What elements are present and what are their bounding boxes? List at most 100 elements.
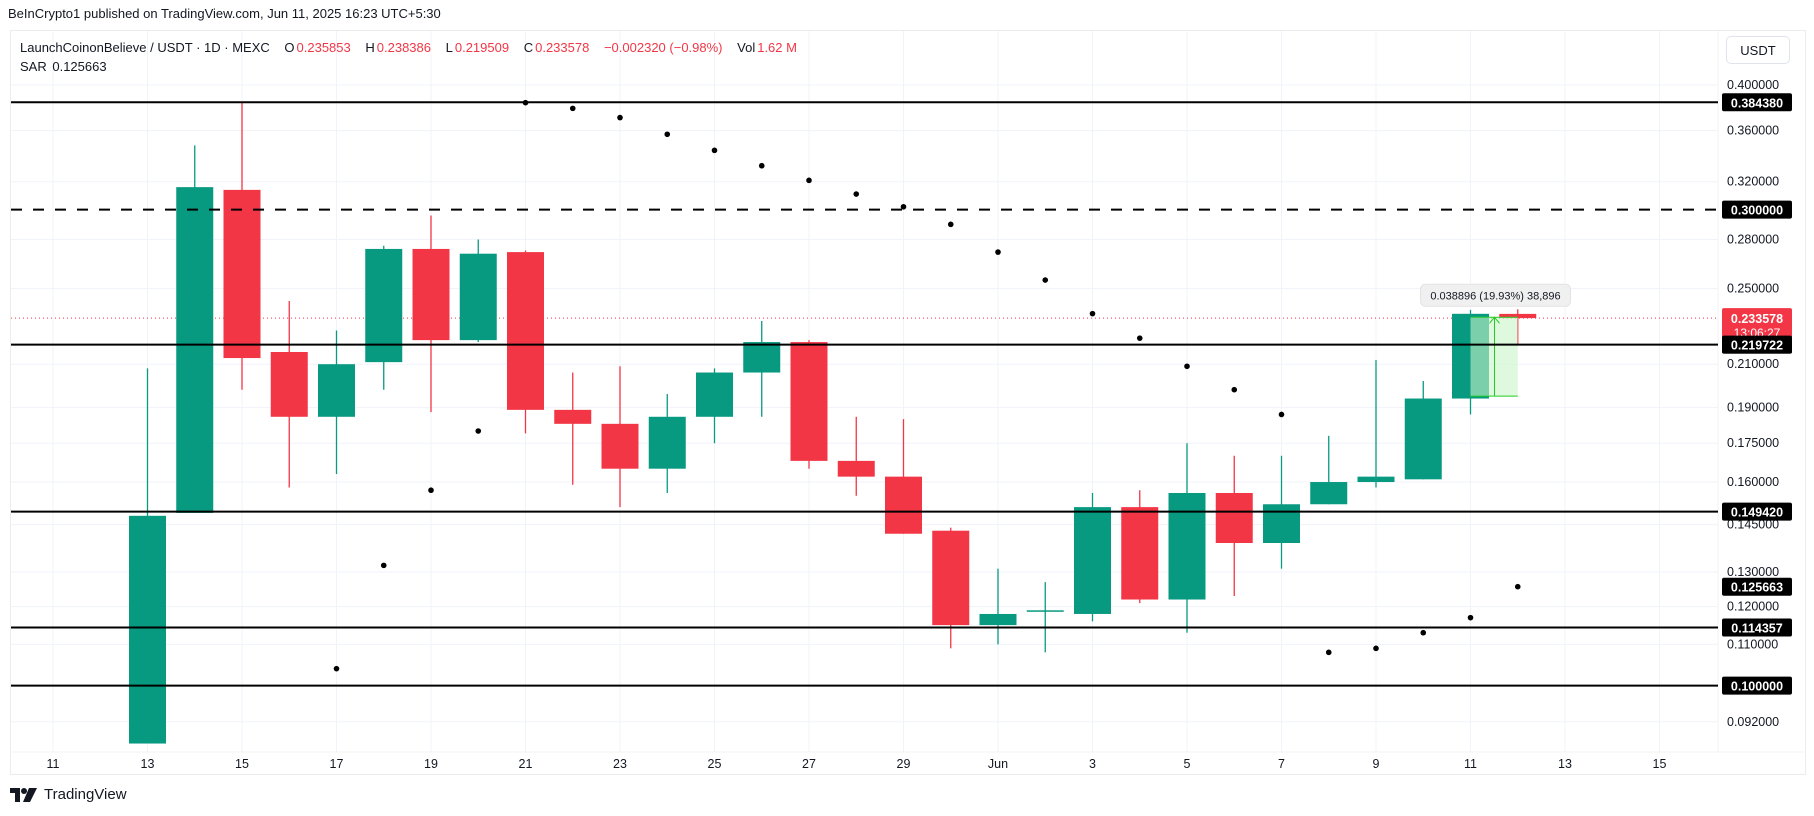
time-axis-tick-label: Jun (988, 757, 1008, 771)
close-label: C (523, 40, 534, 55)
price-axis-tick-label: 0.145000 (1727, 518, 1779, 532)
candle-body[interactable] (1121, 507, 1159, 600)
sar-dot (1278, 411, 1285, 418)
measure-tooltip-text: 0.038896 (19.93%) 38,896 (1430, 290, 1560, 302)
currency-button[interactable]: USDT (1726, 36, 1790, 64)
candle-body[interactable] (885, 476, 922, 534)
candle-body[interactable] (1310, 482, 1348, 505)
level-price-label-bg (1722, 93, 1792, 112)
candle-body[interactable] (1263, 504, 1300, 543)
level-price-label: 0.300000 (1731, 204, 1783, 218)
price-axis-tick-label: 0.175000 (1727, 436, 1779, 450)
sar-dot (475, 428, 482, 434)
candle-body[interactable] (1074, 507, 1111, 614)
level-price-label: 0.219722 (1731, 339, 1783, 353)
sar-dot (1467, 614, 1474, 621)
candle-body[interactable] (1499, 313, 1537, 319)
candle-body[interactable] (176, 187, 214, 513)
sar-dot (947, 221, 954, 228)
low-label: L (445, 40, 453, 55)
sar-dot (711, 147, 718, 154)
ohlc-row: LaunchCoinonBelieve / USDT · 1D · MEXC O… (20, 38, 799, 57)
level-price-label-bg (1722, 200, 1792, 219)
open-value: 0.235853 (296, 40, 351, 55)
time-axis-tick-label: 3 (1089, 757, 1096, 771)
indicator-row[interactable]: SAR 0.125663 (20, 57, 799, 76)
candle-body[interactable] (223, 189, 261, 359)
candle-body[interactable] (790, 342, 828, 461)
sar-dot (1231, 386, 1238, 393)
candle-body[interactable] (648, 416, 686, 469)
tradingview-logo[interactable]: TradingView (10, 786, 127, 803)
sar-dot (1514, 583, 1521, 590)
time-axis-tick-label: 27 (802, 757, 816, 771)
sar-dot (1420, 629, 1427, 636)
volume-value: 1.62 M (757, 40, 797, 55)
sar-price-label-bg (1722, 577, 1792, 596)
high-label: H (365, 40, 375, 55)
candle-body[interactable] (507, 252, 544, 410)
price-axis-tick-label: 0.320000 (1727, 175, 1779, 189)
candle-body[interactable] (412, 248, 450, 341)
sar-dot (333, 665, 340, 672)
price-axis-tick-label: 0.190000 (1727, 401, 1779, 415)
time-axis-tick-label: 25 (708, 757, 722, 771)
candle-body[interactable] (1404, 398, 1442, 480)
candle-body[interactable] (743, 342, 781, 373)
candle-body[interactable] (1026, 610, 1064, 612)
candle-body[interactable] (1357, 476, 1395, 483)
time-axis-tick-label: 13 (1558, 757, 1572, 771)
sar-dot (1136, 335, 1143, 341)
price-axis-tick-label: 0.280000 (1727, 233, 1779, 247)
price-axis-tick-label: 0.250000 (1727, 282, 1779, 296)
time-axis-tick-label: 21 (519, 757, 533, 771)
candle-body[interactable] (318, 364, 355, 417)
candle-body[interactable] (1168, 492, 1206, 600)
change-value: −0.002320 (−0.98%) (603, 40, 723, 55)
level-price-label-bg (1722, 335, 1792, 354)
price-axis-tick-label: 0.092000 (1727, 715, 1779, 729)
price-axis-tick-label: 0.360000 (1727, 124, 1779, 138)
time-axis-tick-label: 11 (47, 757, 60, 771)
price-axis-tick-label: 0.110000 (1727, 637, 1778, 651)
sar-dot (758, 162, 765, 169)
price-axis-tick-label: 0.160000 (1727, 475, 1779, 489)
candle-body[interactable] (979, 613, 1017, 626)
sar-dot (617, 114, 623, 121)
time-axis-tick-label: 19 (424, 757, 438, 771)
current-price-label: 0.233578 (1731, 312, 1783, 326)
indicator-value: 0.125663 (52, 59, 107, 74)
sar-dot (1325, 649, 1332, 656)
chart-frame (10, 30, 1806, 775)
candle-body[interactable] (837, 460, 875, 477)
close-value: 0.233578 (535, 40, 590, 55)
volume-label: Vol (737, 40, 756, 55)
level-price-label: 0.100000 (1731, 680, 1783, 694)
time-axis-tick-label: 13 (141, 757, 155, 771)
candle-body[interactable] (1215, 492, 1253, 543)
candle-body[interactable] (365, 248, 403, 363)
candle-body[interactable] (270, 351, 308, 417)
candle-body[interactable] (932, 530, 970, 626)
time-axis-tick-label: 29 (897, 757, 911, 771)
measure-arrow-head-icon (1489, 316, 1500, 324)
time-axis-tick-label: 11 (1464, 757, 1477, 771)
symbol-title[interactable]: LaunchCoinonBelieve / USDT · 1D · MEXC (20, 40, 270, 55)
sar-price-label: 0.125663 (1731, 581, 1783, 595)
candle-body[interactable] (459, 253, 497, 341)
price-axis-tick-label: 0.400000 (1727, 78, 1779, 92)
sar-dot (428, 487, 434, 494)
low-value: 0.219509 (454, 40, 510, 55)
sar-dot (1373, 645, 1379, 652)
level-price-label: 0.384380 (1731, 96, 1783, 110)
sar-dot (1042, 277, 1049, 283)
candle-body[interactable] (129, 515, 166, 744)
candle-body[interactable] (696, 372, 733, 417)
sar-dot (664, 131, 671, 138)
candle-body[interactable] (601, 423, 639, 469)
sar-dot (853, 191, 860, 197)
sar-dot (995, 249, 1001, 255)
time-axis-tick-label: 7 (1278, 757, 1285, 771)
candle-body[interactable] (554, 409, 592, 424)
